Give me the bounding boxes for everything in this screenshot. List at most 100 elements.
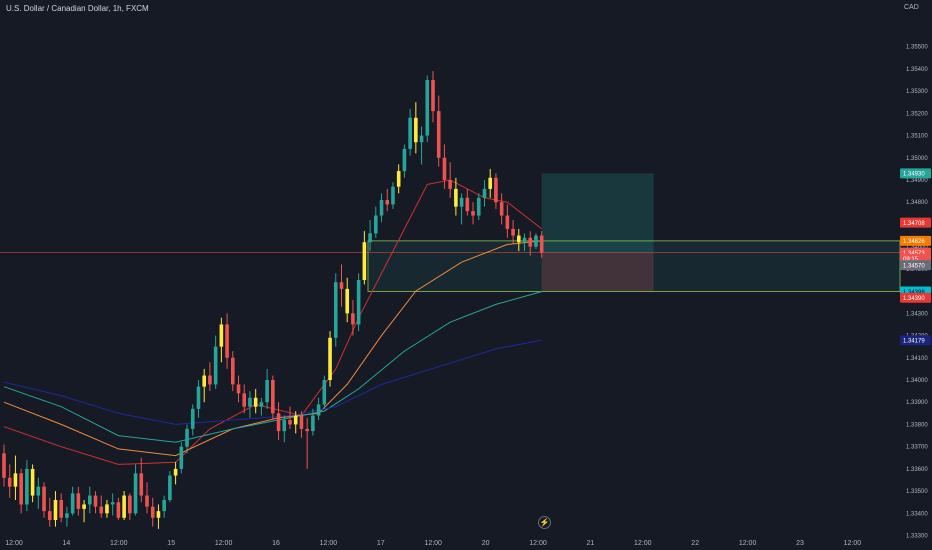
- candle-body: [276, 413, 281, 432]
- price-tick-label: 1.34000: [906, 378, 928, 384]
- price-badge: [900, 335, 931, 346]
- candle-body: [465, 197, 470, 212]
- candle-body: [2, 453, 6, 478]
- candle-body: [351, 313, 355, 325]
- price-tick-label: 1.33600: [906, 467, 928, 473]
- candle-body: [168, 475, 172, 500]
- candle-body: [65, 513, 69, 518]
- price-badges: 1.34930 1.34708 1.34626 1.3457309:151.34570…: [900, 168, 931, 346]
- candle-body: [522, 237, 527, 243]
- time-tick-label: 20: [482, 540, 490, 547]
- candle-body: [36, 486, 41, 496]
- candle-body: [328, 337, 332, 380]
- candle-body: [299, 415, 304, 429]
- price-badge-label: 1.34708: [903, 221, 925, 227]
- candle-body: [110, 502, 115, 505]
- time-axis[interactable]: 12:00 14 12:00 15 12:00 16 12:00 17 12:00 20 12:00…: [5, 540, 861, 547]
- candle-body: [139, 473, 144, 496]
- candle-body: [53, 500, 58, 520]
- price-tick-label: 1.33900: [906, 400, 928, 406]
- support-zone: [367, 240, 901, 292]
- candle-body: [362, 242, 367, 280]
- candle-body: [402, 148, 407, 172]
- candle-body: [436, 111, 441, 158]
- candle-body: [488, 177, 492, 189]
- candle-body: [242, 393, 247, 407]
- price-tick-label: 1.34800: [906, 200, 928, 206]
- candle-body: [208, 375, 212, 385]
- candle-body: [499, 202, 504, 216]
- stop-zone: [541, 252, 654, 292]
- candle-body: [70, 493, 75, 514]
- candle-body: [282, 420, 287, 432]
- chart-title: U.S. Dollar / Canadian Dollar, 1h, FXCM: [6, 4, 149, 13]
- candle-body: [162, 500, 166, 512]
- candle-body: [322, 380, 327, 405]
- price-badge: [900, 235, 931, 246]
- candle-body: [482, 188, 487, 198]
- price-badge-label: 1.34390: [903, 296, 925, 302]
- candle-body: [259, 402, 264, 407]
- candle-body: [528, 237, 533, 247]
- candle-body: [190, 408, 195, 429]
- candle-body: [179, 446, 184, 469]
- price-badge-label: 1.34626: [903, 239, 925, 245]
- price-badge-label: 09:15: [903, 257, 919, 263]
- candle-body: [133, 473, 138, 514]
- position-zones: [0, 173, 901, 292]
- candle-body: [396, 171, 401, 187]
- time-tick-label: 21: [587, 540, 595, 547]
- candle-body: [454, 188, 458, 207]
- candle-body: [213, 346, 218, 385]
- candle-body: [156, 511, 161, 518]
- price-badge-label: 1.34930: [903, 172, 925, 178]
- candle-body: [145, 495, 149, 507]
- candle-body: [534, 235, 538, 247]
- currency-label: CAD: [904, 4, 919, 11]
- candle-body: [368, 233, 372, 243]
- price-tick-label: 1.33700: [906, 445, 928, 451]
- time-tick-label: 12:00: [739, 540, 757, 547]
- candle-body: [476, 197, 481, 216]
- time-tick-label: 22: [691, 540, 699, 547]
- candle-body: [271, 380, 275, 414]
- candle-body: [150, 506, 155, 518]
- time-tick-label: 12:00: [529, 540, 547, 547]
- price-tick-label: 1.34300: [906, 311, 928, 317]
- candle-body: [196, 386, 201, 409]
- candle-body: [517, 235, 521, 243]
- candle-body: [82, 504, 86, 509]
- candle-body: [248, 397, 252, 407]
- candle-body: [99, 506, 104, 514]
- candle-body: [7, 477, 12, 487]
- time-tick-label: 12:00: [110, 540, 128, 547]
- time-tick-label: 12:00: [844, 540, 862, 547]
- time-tick-label: 15: [167, 540, 175, 547]
- price-badge: [900, 260, 931, 271]
- candle-body: [419, 135, 424, 143]
- candle-body: [116, 502, 121, 518]
- candle-body: [408, 117, 412, 149]
- moving-average-line-3: [3, 291, 542, 443]
- price-badge-label: 1.34570: [903, 263, 925, 269]
- candle-body: [122, 495, 126, 518]
- lightning-icon[interactable]: ⚡: [538, 516, 551, 529]
- candle-body: [219, 324, 224, 347]
- candle-body: [305, 428, 309, 432]
- candle-body: [333, 282, 338, 338]
- time-tick-label: 12:00: [320, 540, 338, 547]
- candle-body: [316, 404, 321, 416]
- price-tick-label: 1.35400: [906, 67, 928, 73]
- time-tick-label: 12:00: [424, 540, 442, 547]
- candle-body: [448, 180, 452, 189]
- candle-body: [19, 473, 23, 505]
- candle-body: [391, 186, 395, 205]
- price-badge: [900, 168, 931, 179]
- candle-body: [25, 468, 29, 505]
- time-tick-label: 12:00: [634, 540, 652, 547]
- candle-body: [288, 420, 292, 425]
- candles: [2, 71, 544, 529]
- moving-average-line-1: [3, 179, 543, 465]
- candle-body: [93, 495, 98, 507]
